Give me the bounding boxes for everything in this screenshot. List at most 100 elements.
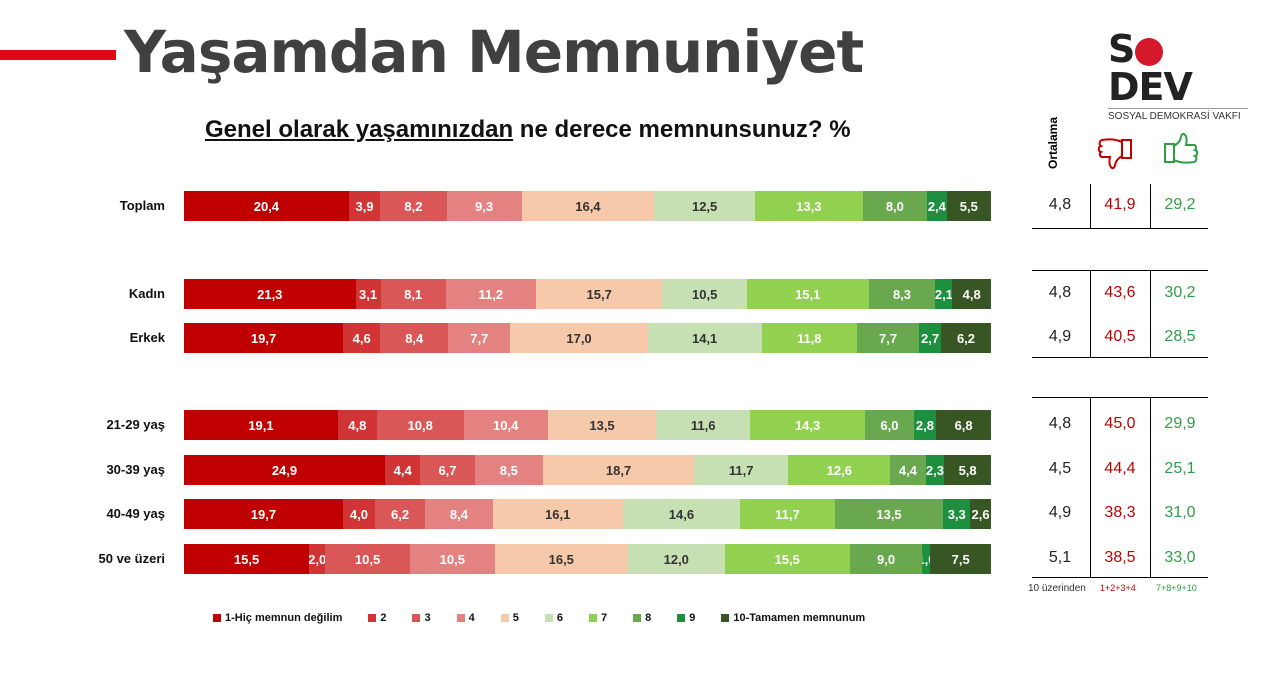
bar-segment: 8,0 xyxy=(862,191,928,221)
bar-segment: 10,5 xyxy=(409,544,495,574)
footer-pos: 7+8+9+10 xyxy=(1156,583,1197,593)
bar-segment: 10,5 xyxy=(662,279,747,309)
positive-value: 28,5 xyxy=(1164,328,1196,345)
legend-item: 7 xyxy=(588,612,608,624)
bar-segment: 2,6 xyxy=(970,499,992,529)
negative-value: 43,6 xyxy=(1104,284,1136,301)
bar-segment: 12,6 xyxy=(788,455,891,485)
bar-segment: 14,6 xyxy=(622,499,741,529)
bar-segment: 8,4 xyxy=(380,323,449,353)
bar-row: 19,1 4,8 10,8 10,4 13,5 11,6 14,3 6,0 2,8 6,8 xyxy=(184,410,992,440)
legend-label: 3 xyxy=(424,612,431,624)
column-divider xyxy=(1150,270,1151,357)
negative-value: 38,3 xyxy=(1104,504,1136,521)
bar-segment: 4,6 xyxy=(343,323,381,353)
bar-row: 15,52,010,510,516,512,015,59,01,07,5 xyxy=(184,544,991,574)
bar-segment: 19,7 xyxy=(184,323,344,353)
bar-row: 19,7 4,6 8,4 7,7 17,0 14,1 11,8 7,7 2,7 6,2 xyxy=(184,323,992,353)
bar-segment: 11,7 xyxy=(740,499,835,529)
page-title: Yaşamdan Memnuniyet xyxy=(124,18,864,86)
legend-swatch xyxy=(213,614,221,622)
negative-value: 45,0 xyxy=(1104,415,1136,432)
legend-swatch xyxy=(544,614,553,622)
bar-segment: 5,5 xyxy=(946,191,991,221)
bar-segment: 8,5 xyxy=(474,455,544,485)
row-label: Kadın xyxy=(128,286,165,301)
column-divider xyxy=(1150,397,1151,577)
bar-segment: 11,6 xyxy=(656,410,750,440)
bar-segment: 15,7 xyxy=(535,279,663,309)
row-label: 50 ve üzeri xyxy=(98,551,166,566)
legend-label: 7 xyxy=(600,612,608,624)
legend-item: 10-Tamamen memnunum xyxy=(721,612,865,624)
bar-segment: 10,5 xyxy=(325,544,410,574)
thumbs-down-icon xyxy=(1097,138,1132,170)
bar-row: 24,9 4,4 6,7 8,5 18,7 11,7 12,6 4,4 2,3 5,8 xyxy=(184,455,992,485)
avg-value: 4,8 xyxy=(1048,415,1072,432)
legend-swatch xyxy=(456,614,465,622)
legend-swatch xyxy=(633,614,642,622)
bar-segment: 8,1 xyxy=(380,279,446,309)
bar-segment: 2,8 xyxy=(913,410,937,440)
bar-segment: 16,4 xyxy=(521,191,655,221)
avg-value: 4,9 xyxy=(1048,504,1072,521)
legend-item: 6 xyxy=(544,612,563,624)
legend: 1-Hiç memnun değilim 2 3 4 5 6 7 8 9 10-Tamamen m… xyxy=(213,612,891,624)
bar-segment: 2,4 xyxy=(927,191,947,221)
legend-label: 2 xyxy=(380,612,387,624)
bar-segment: 4,8 xyxy=(337,410,377,440)
bar-segment: 7,5 xyxy=(930,544,991,574)
legend-label: 10-Tamamen memnunum xyxy=(733,612,866,624)
bar-segment: 7,7 xyxy=(856,323,920,353)
bar-row: 20,4 3,9 8,2 9,3 16,4 12,5 13,3 8,0 2,4 5,5 xyxy=(184,191,991,221)
avg-value: 4,8 xyxy=(1048,284,1072,301)
bar-segment: 8,4 xyxy=(425,499,493,529)
bar-segment: 10,4 xyxy=(463,410,548,440)
legend-label: 5 xyxy=(512,612,519,624)
row-label: Erkek xyxy=(129,330,165,345)
bar-row: 21,3 3,1 8,1 11,2 15,7 10,5 15,1 8,3 2,1 4,8 xyxy=(184,279,991,309)
positive-value: 30,2 xyxy=(1164,284,1196,301)
legend-swatch xyxy=(677,614,686,622)
legend-swatch xyxy=(412,614,421,622)
thumbs-up-icon xyxy=(1164,132,1199,164)
row-label: 21-29 yaş xyxy=(106,417,165,432)
legend-item: 3 xyxy=(412,612,431,624)
bar-segment: 14,3 xyxy=(749,410,866,440)
positive-value: 31,0 xyxy=(1164,504,1196,521)
bar-segment: 19,7 xyxy=(184,499,343,529)
legend-swatch xyxy=(500,614,509,622)
bar-segment: 3,9 xyxy=(348,191,381,221)
bar-segment: 17,0 xyxy=(510,323,648,353)
bar-segment: 12,5 xyxy=(654,191,756,221)
bar-segment: 3,3 xyxy=(943,499,971,529)
bar-segment: 11,8 xyxy=(761,323,857,353)
bar-segment: 13,3 xyxy=(755,191,863,221)
bar-segment: 13,5 xyxy=(547,410,657,440)
row-divider xyxy=(1032,270,1208,271)
bar-segment: 2,7 xyxy=(919,323,941,353)
footer-neg: 1+2+3+4 xyxy=(1100,583,1136,593)
bar-segment: 24,9 xyxy=(184,455,385,485)
row-divider xyxy=(1032,357,1208,358)
bar-segment: 2,3 xyxy=(925,455,945,485)
row-divider xyxy=(1032,228,1208,229)
bar-segment: 16,5 xyxy=(494,544,628,574)
bar-row: 19,7 4,0 6,2 8,4 16,1 14,6 11,7 13,5 3,3 2,6 xyxy=(184,499,992,529)
legend-label: 9 xyxy=(689,612,696,624)
logo-subtitle: SOSYAL DEMOKRASİ VAKFI xyxy=(1108,108,1248,122)
bar-segment: 1,0 xyxy=(922,544,931,574)
legend-item: 1-Hiç memnun değilim xyxy=(213,612,342,624)
legend-item: 8 xyxy=(633,612,651,624)
bar-segment: 19,1 xyxy=(184,410,338,440)
bar-segment: 11,2 xyxy=(445,279,536,309)
legend-swatch xyxy=(368,614,377,622)
bar-segment: 15,5 xyxy=(724,544,850,574)
negative-value: 38,5 xyxy=(1104,549,1136,566)
bar-segment: 21,3 xyxy=(184,279,356,309)
bar-segment: 6,0 xyxy=(865,410,914,440)
positive-value: 29,2 xyxy=(1164,196,1196,213)
legend-label: 6 xyxy=(556,612,563,624)
bar-segment: 6,7 xyxy=(420,455,475,485)
bar-segment: 6,8 xyxy=(936,410,992,440)
